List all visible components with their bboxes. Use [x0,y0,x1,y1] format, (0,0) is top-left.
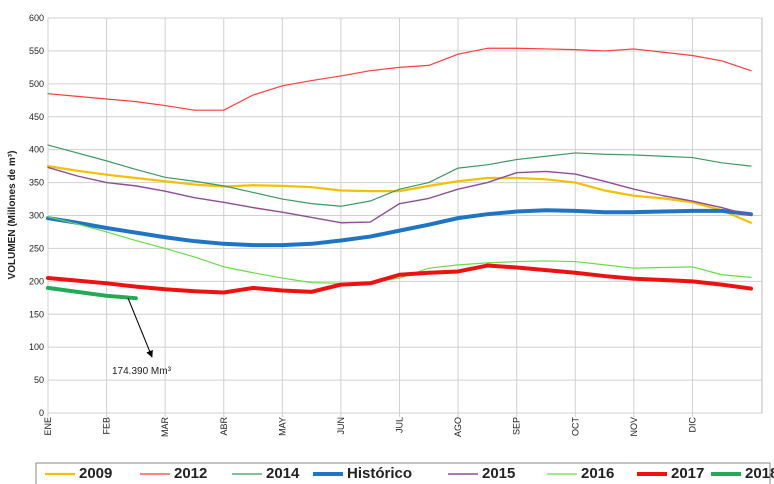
x-tick-label: DIC [687,417,697,433]
y-tick-label: 300 [29,211,44,221]
y-tick-label: 450 [29,112,44,122]
y-tick-label: 50 [34,375,44,385]
y-tick-label: 550 [29,46,44,56]
y-tick-label: 500 [29,79,44,89]
y-tick-label: 350 [29,178,44,188]
x-tick-label: SEP [512,417,522,435]
x-tick-label: MAY [277,417,287,436]
y-tick-label: 400 [29,145,44,155]
annotation-arrow [127,297,153,358]
series-line [47,47,752,111]
legend-box [35,462,771,484]
series-line [46,263,753,295]
legend-label: 2015 [482,465,515,482]
x-tick-label: MAR [160,417,170,438]
x-tick-label: ENE [43,417,53,436]
legend-label: 2012 [174,465,207,482]
legend-label: 2009 [79,465,112,482]
legend: 2009 2012 2014 Histórico 2015 2016 2017 2018 [45,465,774,482]
series-line [46,165,753,224]
series-line [47,166,752,224]
series-line [46,285,138,301]
series-line [47,216,752,284]
y-tick-label: 100 [29,342,44,352]
y-tick-label: 0 [39,408,44,418]
grid: 0 50 100 150 200 250 300 350 400 450 500 550 600 ENE F… [29,13,762,437]
x-tick-label: JUN [336,417,346,435]
y-axis-label: VOLUMEN (Millones de m³) [7,151,18,280]
x-tick-label: OCT [570,417,580,437]
legend-label: Histórico [347,465,412,482]
x-tick-label: NOV [629,417,639,437]
legend-label: 2014 [266,465,300,482]
y-tick-label: 150 [29,309,44,319]
y-tick-label: 600 [29,13,44,23]
legend-label: 2018 [745,465,774,482]
x-tick-label: JUL [395,417,405,433]
x-tick-label: AGO [453,417,463,437]
x-tick-label: ABR [219,417,229,436]
y-tick-label: 250 [29,243,44,253]
series-line [46,208,753,248]
annotation: 174.390 Mm³ [112,366,172,377]
legend-label: 2016 [581,465,614,482]
y-tick-label: 200 [29,276,44,286]
legend-label: 2017 [671,465,704,482]
x-tick-label: FEB [102,417,112,435]
lines [46,47,753,301]
series-line [47,144,752,207]
